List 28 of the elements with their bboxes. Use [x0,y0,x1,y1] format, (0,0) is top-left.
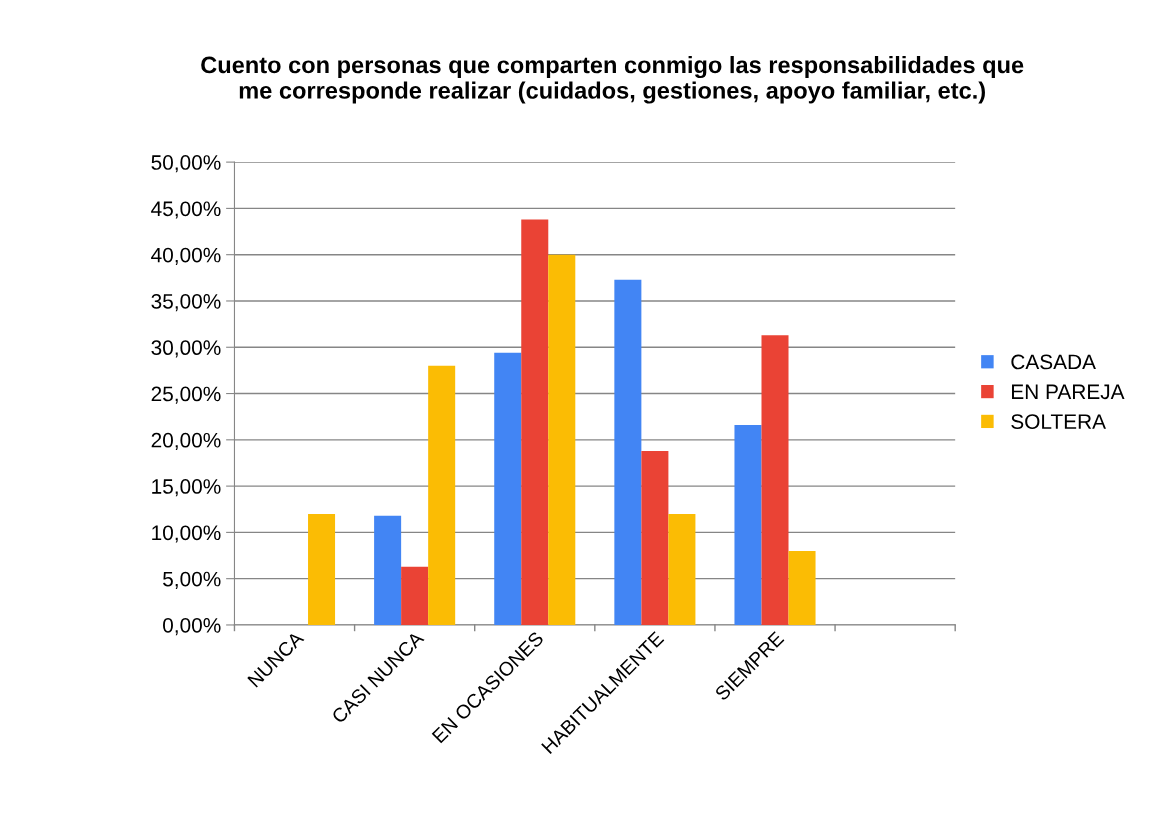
y-tick-label: 10,00% [152,525,221,543]
y-tick-label: 0,00% [163,617,221,636]
bar [641,450,669,625]
y-tick-label: 20,00% [151,432,221,451]
bar [761,335,789,625]
legend-label: CASADA [1011,354,1096,370]
y-tick-label: 15,00% [152,479,221,497]
bar [374,515,402,625]
legend-label: EN PAREJA [1012,384,1125,400]
bar [521,219,549,625]
bar [401,566,429,625]
y-tick-label: 30,00% [151,340,221,358]
bar [668,513,696,625]
bar [548,254,576,625]
bar [614,279,642,625]
bar [788,550,816,625]
legend-label: SOLTERA [1011,414,1106,429]
chart-title: Cuento con personas que comparten conmigo las responsabilidades que me corresponde realizar (cuidados, gestiones, apoyo familiar, etc.) [201,55,1024,104]
y-tick-label: 35,00% [151,293,221,312]
bar [308,513,336,625]
bar [494,352,522,625]
y-tick-label: 50,00% [151,155,221,173]
bar [734,425,762,625]
y-tick-label: 5,00% [163,571,221,589]
bar [428,365,456,625]
y-tick-label: 40,00% [151,247,221,265]
y-tick-label: 45,00% [151,201,221,219]
y-tick-label: 25,00% [151,386,221,404]
